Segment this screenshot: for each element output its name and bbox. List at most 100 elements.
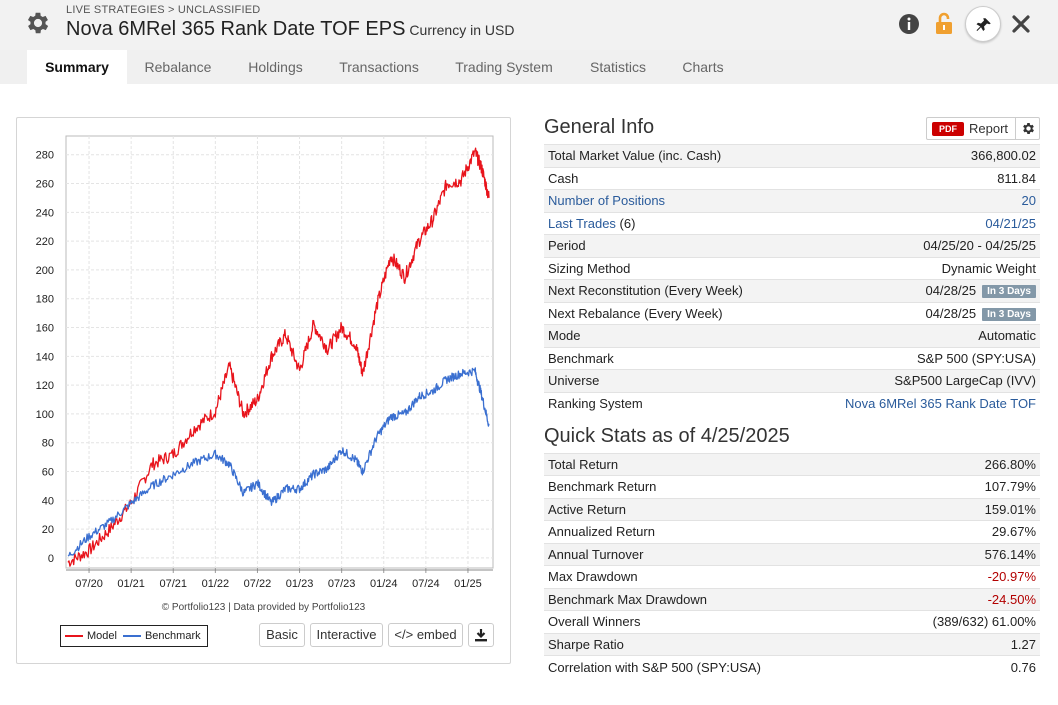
row-value[interactable]: 20 — [794, 189, 1040, 212]
y-tick-label: 60 — [42, 467, 54, 479]
legend-benchmark-label: Benchmark — [144, 630, 201, 642]
table-row: Sharpe Ratio 1.27 — [544, 632, 1040, 656]
row-value-text: 576.14% — [984, 546, 1036, 562]
row-value[interactable]: Nova 6MRel 365 Rank Date TOF — [794, 391, 1040, 415]
row-label: Period — [544, 234, 795, 257]
row-value-text[interactable]: 20 — [1021, 193, 1036, 209]
row-value-text: 04/25/20 - 04/25/25 — [923, 238, 1036, 254]
row-label-text: Active Return — [548, 501, 627, 517]
row-value-text[interactable]: 04/21/25 — [985, 215, 1036, 231]
row-value: Dynamic Weight — [794, 256, 1040, 280]
row-value-text[interactable]: Nova 6MRel 365 Rank Date TOF — [845, 396, 1036, 411]
table-row: Universe S&P500 LargeCap (IVV) — [544, 369, 1040, 392]
row-label: Total Market Value (inc. Cash) — [544, 144, 795, 167]
embed-button[interactable]: </> embed — [388, 623, 463, 647]
row-label-text[interactable]: Number of Positions — [548, 193, 666, 209]
row-value: 04/28/25 In 3 Days — [794, 301, 1040, 325]
chart-legend: Model Benchmark — [60, 625, 208, 647]
row-label-text: Total Market Value (inc. Cash) — [548, 148, 722, 164]
row-label: Annual Turnover — [544, 542, 874, 566]
table-row: Total Return 266.80% — [544, 452, 1040, 476]
row-value: 366,800.02 — [794, 144, 1040, 167]
table-row: Ranking System Nova 6MRel 365 Rank Date T… — [544, 391, 1040, 415]
row-value-text: (389/632) 61.00% — [932, 614, 1036, 630]
row-value: 266.80% — [873, 452, 1040, 476]
x-tick-label: 07/21 — [159, 578, 187, 590]
legend-model[interactable]: Model — [65, 630, 117, 642]
row-label: Correlation with S&P 500 (SPY:USA) — [544, 655, 874, 678]
pin-button[interactable] — [965, 6, 1001, 42]
row-label-text: Sharpe Ratio — [548, 636, 624, 652]
row-label-text: Correlation with S&P 500 (SPY:USA) — [548, 659, 761, 675]
tab-trading-system[interactable]: Trading System — [455, 59, 553, 75]
report-label: Report — [969, 121, 1009, 136]
row-label-text: Mode — [548, 328, 581, 344]
row-value-text: 107.79% — [984, 479, 1036, 495]
y-tick-label: 100 — [36, 409, 54, 421]
tab-statistics[interactable]: Statistics — [589, 59, 646, 75]
y-tick-label: 20 — [42, 524, 54, 536]
chart-credit: © Portfolio123 | Data provided by Portfo… — [161, 602, 366, 613]
table-row: Benchmark Max Drawdown -24.50% — [544, 587, 1040, 611]
row-label-text: Annualized Return — [548, 524, 655, 540]
tab-summary[interactable]: Summary — [27, 50, 127, 84]
table-row: Total Market Value (inc. Cash) 366,800.02 — [544, 144, 1040, 167]
tab-rebalance[interactable]: Rebalance — [144, 59, 212, 75]
breadcrumb[interactable]: LIVE STRATEGIES > UNCLASSIFIED — [66, 4, 261, 16]
table-row: Max Drawdown -20.97% — [544, 565, 1040, 588]
report-settings-button[interactable] — [1015, 118, 1040, 139]
row-value-text: Dynamic Weight — [941, 260, 1036, 276]
gear-icon[interactable] — [24, 9, 52, 37]
row-value: 1.27 — [873, 632, 1040, 656]
currency-label: Currency in USD — [409, 22, 515, 38]
table-row: Benchmark S&P 500 (SPY:USA) — [544, 346, 1040, 370]
row-label: Benchmark Max Drawdown — [544, 587, 874, 611]
table-row: Last Trades (6) 04/21/25 — [544, 211, 1040, 235]
row-label-text: Total Return — [548, 456, 619, 472]
lock-open-icon[interactable] — [932, 11, 956, 35]
tab-transactions[interactable]: Transactions — [339, 59, 419, 75]
row-label: Ranking System — [544, 391, 795, 415]
x-tick-label: 01/22 — [202, 578, 230, 590]
table-row: Cash 811.84 — [544, 166, 1040, 190]
row-label: Active Return — [544, 497, 874, 521]
table-row: Number of Positions 20 — [544, 189, 1040, 212]
row-value-text: 811.84 — [997, 170, 1036, 186]
table-row: Annualized Return 29.67% — [544, 520, 1040, 543]
legend-model-swatch — [65, 635, 83, 637]
info-icon[interactable] — [897, 12, 921, 36]
download-button[interactable] — [468, 623, 494, 647]
row-label[interactable]: Number of Positions — [544, 189, 795, 212]
row-label-text: Annual Turnover — [548, 546, 644, 562]
row-label-text[interactable]: Last Trades — [548, 215, 616, 231]
row-label: Next Rebalance (Every Week) — [544, 301, 795, 325]
row-value: 811.84 — [794, 166, 1040, 190]
row-label: Sharpe Ratio — [544, 632, 874, 656]
y-tick-label: 0 — [48, 553, 54, 565]
row-value: 29.67% — [873, 520, 1040, 543]
x-tick-label: 07/24 — [412, 578, 440, 590]
interactive-button[interactable]: Interactive — [310, 623, 383, 647]
performance-chart[interactable]: 020406080100120140160180200220240260280 … — [17, 118, 510, 598]
row-label-text: Benchmark Max Drawdown — [548, 591, 707, 607]
row-value-text: 04/28/25 — [925, 305, 977, 321]
x-axis: 07/20 01/21 07/21 01/22 07/22 01/23 07/23 01/24… — [66, 568, 493, 590]
pdf-icon: PDF — [932, 122, 964, 136]
row-value-text: 04/28/25 — [925, 283, 977, 299]
row-label: Benchmark — [544, 346, 795, 370]
row-label[interactable]: Last Trades (6) — [544, 211, 795, 235]
tab-holdings[interactable]: Holdings — [248, 59, 303, 75]
row-label: Cash — [544, 166, 795, 190]
quick-stats-table: Total Return 266.80% Benchmark Return 107.7… — [544, 452, 1040, 678]
header: LIVE STRATEGIES > UNCLASSIFIED Nova 6MRe… — [0, 0, 1058, 50]
y-tick-label: 160 — [36, 323, 54, 335]
legend-benchmark[interactable]: Benchmark — [122, 630, 201, 642]
report-button[interactable]: PDF Report — [926, 117, 1040, 140]
basic-button[interactable]: Basic — [259, 623, 305, 647]
close-icon[interactable] — [1009, 12, 1033, 36]
row-value[interactable]: 04/21/25 — [794, 211, 1040, 235]
tab-charts[interactable]: Charts — [682, 59, 724, 75]
y-tick-label: 80 — [42, 438, 54, 450]
row-value-text: S&P 500 (SPY:USA) — [917, 350, 1036, 366]
row-label: Total Return — [544, 452, 874, 476]
